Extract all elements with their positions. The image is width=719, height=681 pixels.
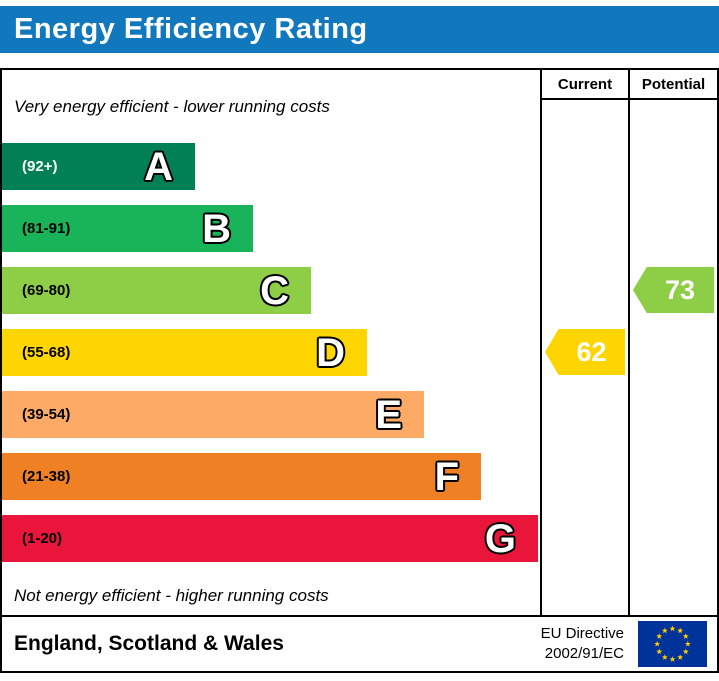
band-range-label: (39-54) xyxy=(22,406,71,423)
band-row-a: (92+) A xyxy=(2,143,540,205)
bands-column: Very energy efficient - lower running co… xyxy=(2,70,540,615)
eu-directive-line1: EU Directive xyxy=(540,624,624,642)
band-letter: E xyxy=(375,392,402,437)
band-letter: D xyxy=(316,330,345,375)
band-row-f: (21-38) F xyxy=(2,453,540,515)
band-row-g: (1-20) G xyxy=(2,515,540,577)
eu-directive-line2: 2002/91/EC xyxy=(544,645,624,662)
band-range-label: (69-80) xyxy=(22,282,71,299)
band-bar-b: (81-91) B xyxy=(2,205,253,252)
current-rating-arrow: 62 xyxy=(545,329,625,375)
potential-rating-value: 73 xyxy=(664,274,696,305)
band-letter: C xyxy=(260,268,289,313)
potential-rating-arrow: 73 xyxy=(633,267,714,313)
bottom-note: Not energy efficient - higher running co… xyxy=(14,586,329,605)
band-bar-d: (55-68) D xyxy=(2,329,367,376)
band-letter: F xyxy=(434,454,459,499)
band-bar-g: (1-20) G xyxy=(2,515,538,562)
eu-directive-label: EU Directive 2002/91/EC xyxy=(541,624,624,665)
band-range-label: (1-20) xyxy=(22,530,63,547)
band-range-label: (81-91) xyxy=(22,220,71,237)
current-column: Current 62 xyxy=(540,70,628,615)
band-bar-e: (39-54) E xyxy=(2,391,424,438)
epc-chart: Very energy efficient - lower running co… xyxy=(2,70,717,615)
region-label: England, Scotland & Wales xyxy=(14,632,284,655)
band-range-label: (21-38) xyxy=(22,468,71,485)
band-letter: A xyxy=(144,144,173,189)
bands: (92+) A (81-91) B (69-80) C (55-68) D (39-54) E (2… xyxy=(2,143,540,577)
current-rating-value: 62 xyxy=(576,336,607,367)
band-letter: B xyxy=(202,206,231,251)
banner: Energy Efficiency Rating xyxy=(0,6,719,53)
footer: England, Scotland & Wales EU Directive 2… xyxy=(2,615,717,671)
potential-column: Potential 73 xyxy=(628,70,717,615)
band-bar-f: (21-38) F xyxy=(2,453,481,500)
band-letter: G xyxy=(484,516,516,561)
band-row-d: (55-68) D xyxy=(2,329,540,391)
epc-box: Very energy efficient - lower running co… xyxy=(0,68,719,673)
epc-page: Energy Efficiency Rating Very energy eff… xyxy=(0,6,719,681)
page-title: Energy Efficiency Rating xyxy=(14,13,368,45)
band-row-c: (69-80) C xyxy=(2,267,540,329)
potential-column-header: Potential xyxy=(630,70,717,100)
band-range-label: (55-68) xyxy=(22,344,71,361)
band-bar-c: (69-80) C xyxy=(2,267,311,314)
band-row-b: (81-91) B xyxy=(2,205,540,267)
band-row-e: (39-54) E xyxy=(2,391,540,453)
top-note: Very energy efficient - lower running co… xyxy=(14,96,330,116)
eu-flag-icon xyxy=(638,621,707,667)
current-column-header: Current xyxy=(542,70,628,100)
band-bar-a: (92+) A xyxy=(2,143,195,190)
band-range-label: (92+) xyxy=(22,158,58,175)
